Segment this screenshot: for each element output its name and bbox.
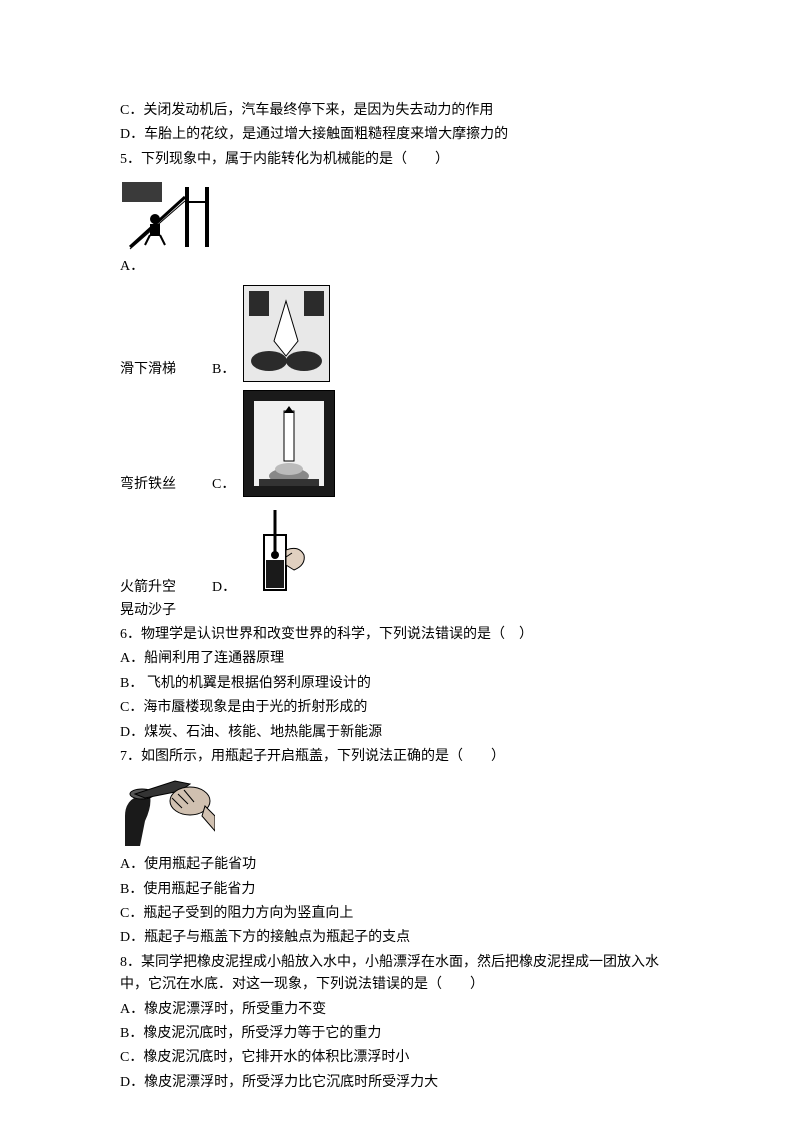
q5-figure-c bbox=[243, 390, 335, 497]
q5-caption-b: 弯折铁丝 bbox=[120, 474, 176, 496]
q5-figure-d bbox=[244, 505, 314, 600]
q8-option-a: A．橡皮泥漂浮时，所受重力不变 bbox=[120, 999, 680, 1021]
q5-label-b: B． bbox=[212, 359, 235, 381]
q7-option-d: D．瓶起子与瓶盖下方的接触点为瓶起子的支点 bbox=[120, 927, 680, 949]
q5-caption-c: 火箭升空 bbox=[120, 577, 176, 599]
q8-option-d: D．橡皮泥漂浮时，所受浮力比它沉底时所受浮力大 bbox=[120, 1072, 680, 1094]
q5-label-a: A． bbox=[120, 256, 144, 278]
q8-option-b: B．橡皮泥沉底时，所受浮力等于它的重力 bbox=[120, 1023, 680, 1045]
q5-label-d: D． bbox=[212, 577, 236, 599]
q5-caption-d: 晃动沙子 bbox=[120, 600, 680, 622]
q5-label-c: C． bbox=[212, 474, 235, 496]
q7-option-b: B．使用瓶起子能省力 bbox=[120, 879, 680, 901]
q7-option-a: A．使用瓶起子能省功 bbox=[120, 854, 680, 876]
q5-figure-b bbox=[243, 285, 330, 382]
q6-stem: 6．物理学是认识世界和改变世界的科学，下列说法错误的是（ ） bbox=[120, 624, 680, 646]
q6-option-d: D．煤炭、石油、核能、地热能属于新能源 bbox=[120, 722, 680, 744]
q5-stem: 5．下列现象中，属于内能转化为机械能的是（ ） bbox=[120, 149, 680, 171]
q8-option-c: C．橡皮泥沉底时，它排开水的体积比漂浮时小 bbox=[120, 1047, 680, 1069]
q8-stem: 8．某同学把橡皮泥捏成小船放入水中，小船漂浮在水面，然后把橡皮泥捏成一团放入水中… bbox=[120, 952, 680, 997]
q4-option-c: C．关闭发动机后，汽车最终停下来，是因为失去动力的作用 bbox=[120, 100, 680, 122]
q6-option-b: B． 飞机的机翼是根据伯努利原理设计的 bbox=[120, 673, 680, 695]
q5-figure-a bbox=[120, 177, 225, 252]
q5-caption-a: 滑下滑梯 bbox=[120, 359, 176, 381]
q7-stem: 7．如图所示，用瓶起子开启瓶盖，下列说法正确的是（ ） bbox=[120, 746, 680, 768]
q6-option-c: C．海市蜃楼现象是由于光的折射形成的 bbox=[120, 697, 680, 719]
q7-figure bbox=[120, 776, 680, 846]
q6-option-a: A．船闸利用了连通器原理 bbox=[120, 648, 680, 670]
q4-option-d: D．车胎上的花纹，是通过增大接触面粗糙程度来增大摩擦力的 bbox=[120, 124, 680, 146]
q7-option-c: C．瓶起子受到的阻力方向为竖直向上 bbox=[120, 903, 680, 925]
